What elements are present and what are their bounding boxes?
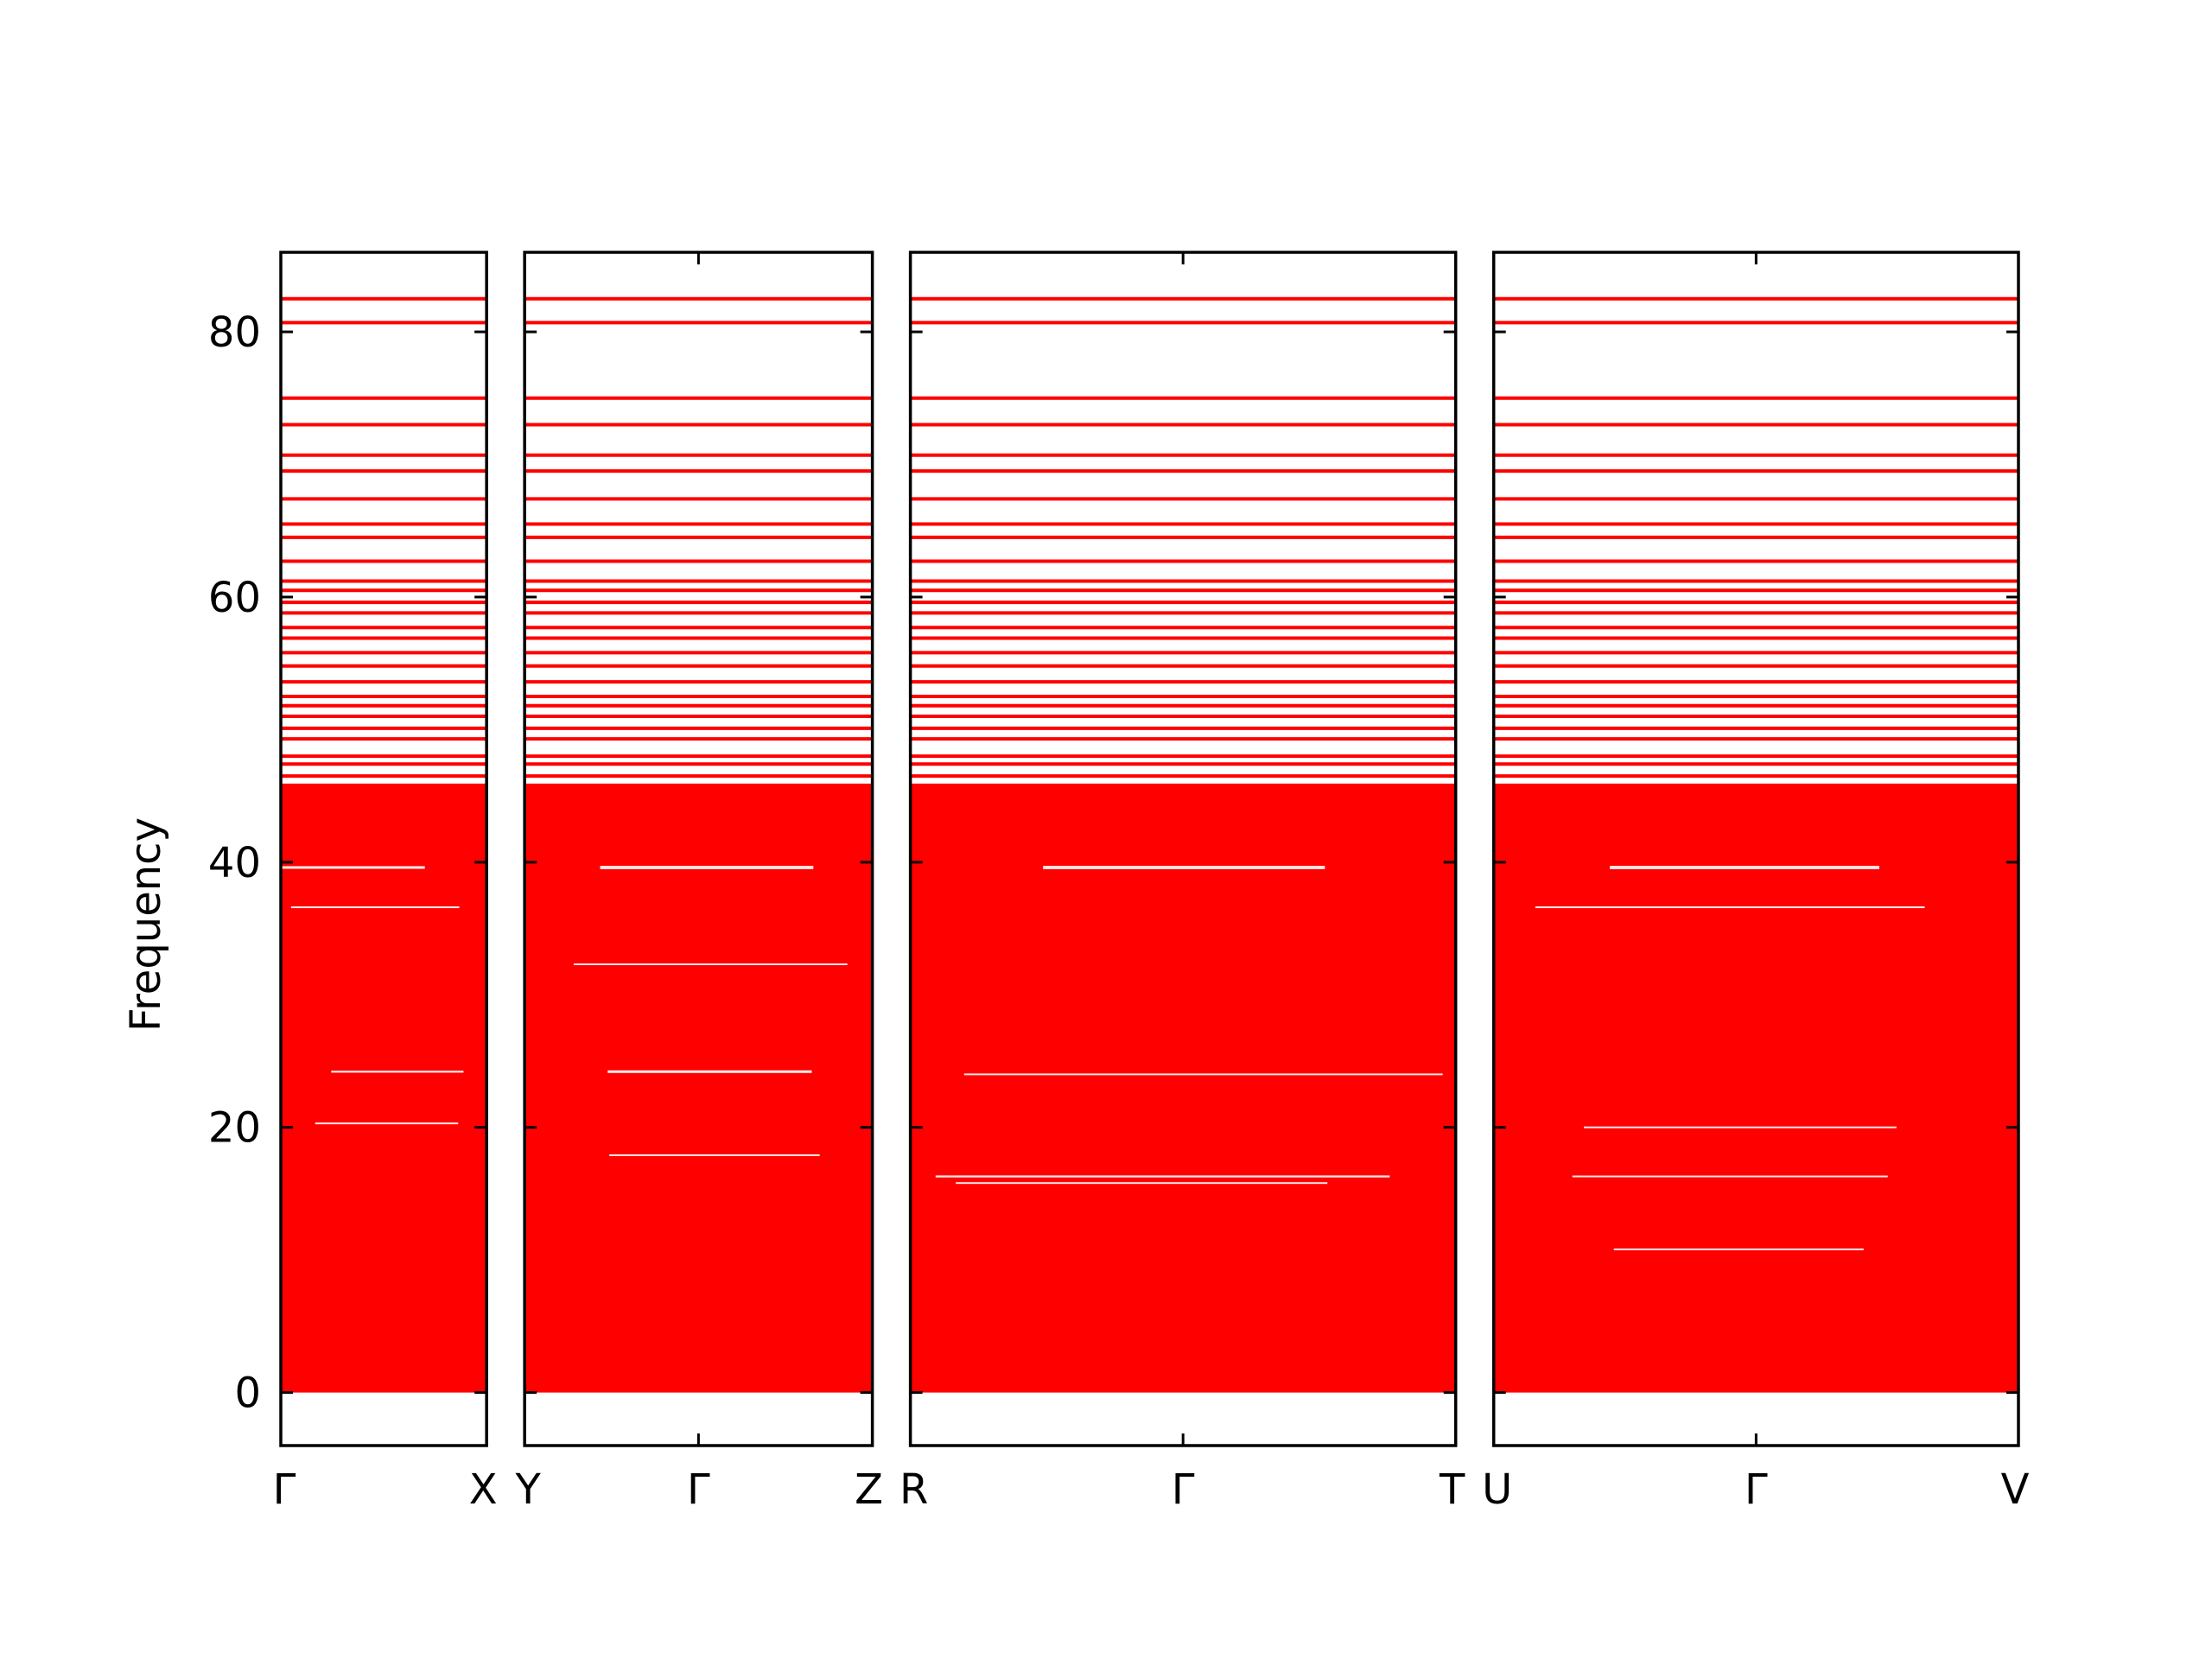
band-lines [524, 296, 873, 1393]
band-lines [281, 296, 487, 1393]
band-lines [910, 296, 1456, 1393]
k-label-start-3: R [899, 1465, 928, 1514]
y-tick-label: 60 [208, 574, 261, 622]
band-gap-4 [1572, 1175, 1888, 1178]
band-lines [1493, 296, 2018, 1393]
k-label-start-4: U [1482, 1465, 1512, 1514]
band-gap-3 [1584, 1126, 1897, 1128]
band-panel-2 [523, 251, 874, 1447]
band-gap-2 [1535, 906, 1925, 909]
k-label-mid-3: Γ [1172, 1465, 1195, 1514]
band-gap-3 [607, 1070, 812, 1073]
y-axis-label: Frequency [122, 817, 170, 1032]
k-label-mid-2: Γ [687, 1465, 710, 1514]
band-gap-4 [956, 1182, 1328, 1185]
band-gap-2 [963, 1073, 1443, 1076]
band-gap-1 [281, 866, 425, 869]
k-label-mid-4: Γ [1745, 1465, 1768, 1514]
y-tick-label: 80 [208, 308, 261, 357]
band-panels [279, 251, 2020, 1447]
y-tick-40: 40 [208, 839, 2018, 887]
dense-band-region [910, 785, 1456, 1393]
band-panel-3 [908, 251, 1458, 1447]
dense-band-region [281, 785, 487, 1393]
band-gap-4 [315, 1122, 459, 1125]
band-gap-1 [600, 866, 814, 869]
dense-band-region [1493, 785, 2018, 1393]
band-gap-3 [935, 1175, 1390, 1178]
y-tick-label: 20 [208, 1104, 261, 1153]
dense-band-region [524, 785, 873, 1393]
y-tick-0: 0 [234, 1370, 2018, 1418]
k-point-labels: Γ X Y Z Γ R T Γ U V Γ [273, 1465, 2030, 1514]
y-tick-20: 20 [208, 1104, 2018, 1153]
band-gap-1 [1043, 866, 1325, 869]
y-axis-ticks: 0 20 40 60 80 [208, 308, 2018, 1418]
y-tick-label: 0 [234, 1370, 261, 1418]
y-tick-60: 60 [208, 574, 2018, 622]
band-gap-5 [1613, 1248, 1864, 1250]
k-label-start-2: Y [514, 1465, 541, 1514]
band-panel-1 [279, 251, 488, 1447]
k-label-end-2: Z [855, 1465, 883, 1514]
band-panel-4 [1491, 251, 2020, 1447]
band-gap-1 [1610, 866, 1879, 869]
y-tick-label: 40 [208, 839, 261, 887]
band-gap-2 [290, 906, 460, 909]
k-label-end-4: V [2001, 1465, 2030, 1514]
k-label-start-1: Γ [273, 1465, 296, 1514]
band-gap-3 [331, 1071, 464, 1073]
band-gap-2 [573, 963, 848, 965]
band-gap-4 [609, 1154, 820, 1156]
panel-frame [279, 251, 488, 1447]
k-label-end-3: T [1439, 1465, 1465, 1514]
k-label-end-1: X [469, 1465, 498, 1514]
y-tick-80: 80 [208, 308, 2018, 357]
